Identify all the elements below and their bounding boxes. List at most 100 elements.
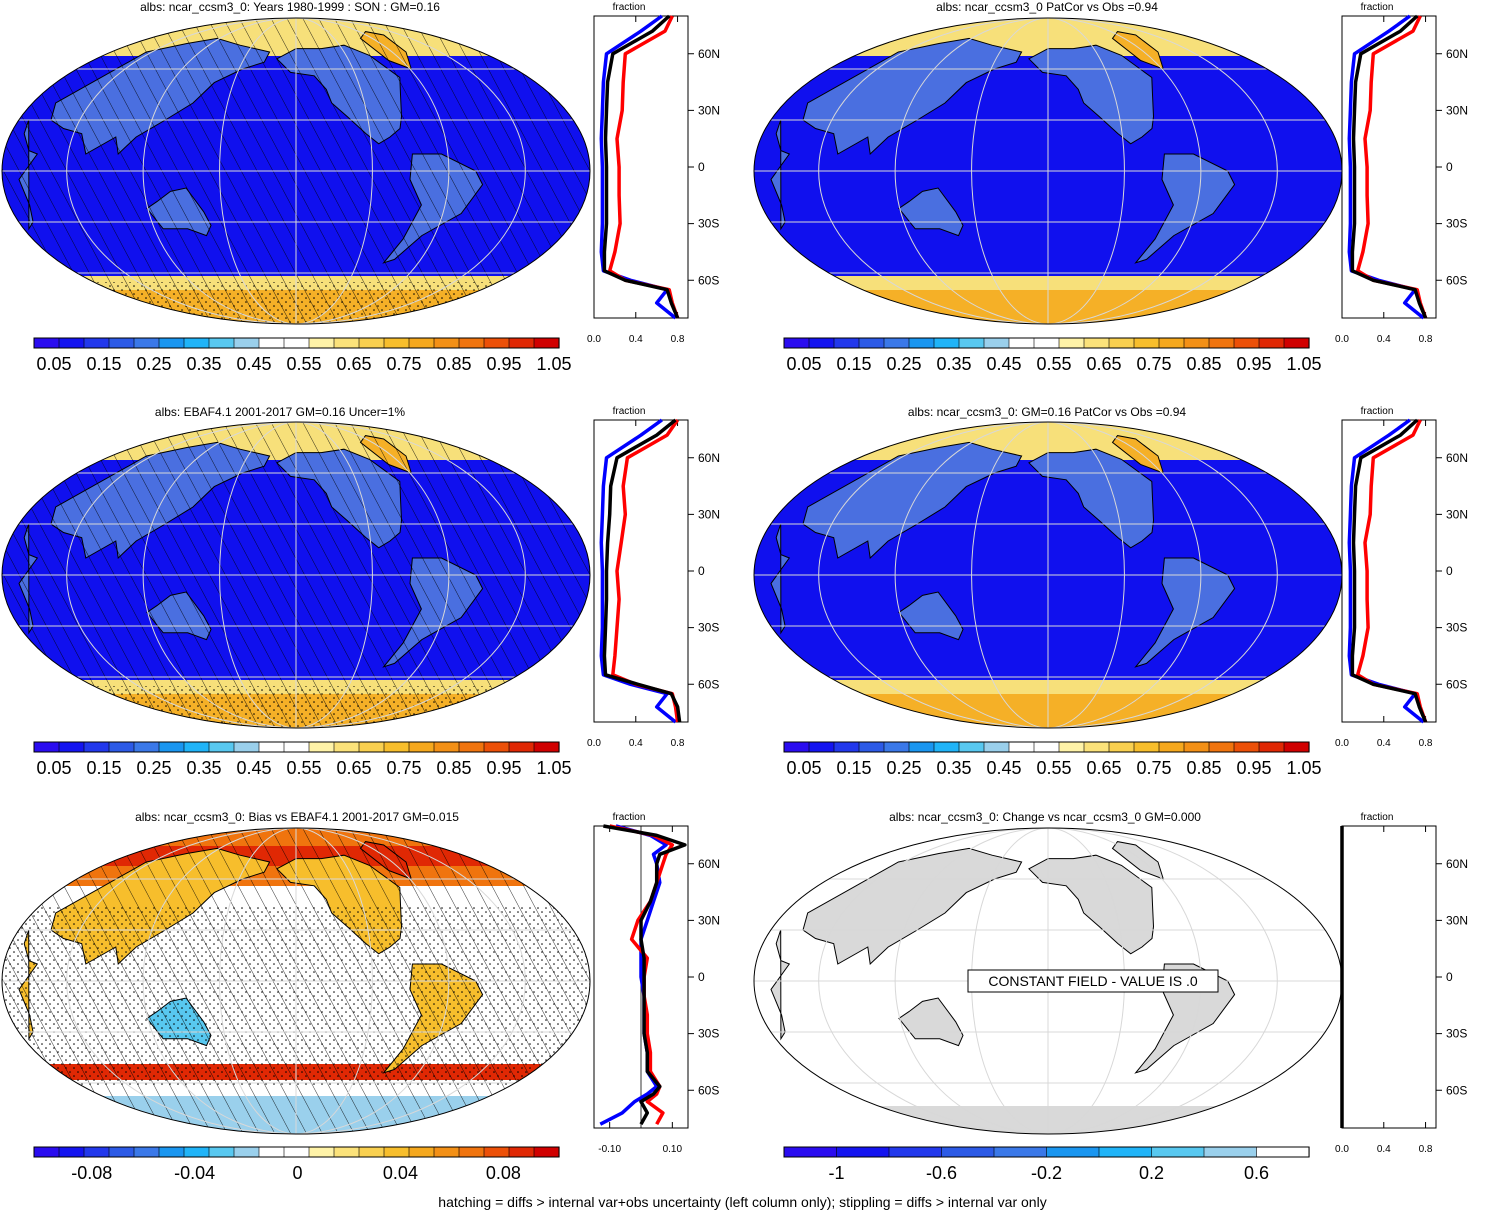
colorbar-swatch xyxy=(483,337,510,349)
meridian xyxy=(66,422,526,728)
footer-note: hatching = diffs > internal var+obs unce… xyxy=(438,1194,1047,1210)
graticule xyxy=(2,828,590,1134)
colorbar-frame xyxy=(33,337,560,349)
colorbar-tick-label: 0.95 xyxy=(1236,758,1271,778)
panel-title: albs: ncar_ccsm3_0: GM=0.16 PatCor vs Ob… xyxy=(907,405,1187,419)
colorbar-tick-label: 0.15 xyxy=(86,758,121,778)
map-border xyxy=(1,17,591,325)
colorbar-tick-label: 0.65 xyxy=(336,758,371,778)
colorbar-swatch xyxy=(458,741,485,753)
ytick-label: 60N xyxy=(698,857,720,871)
colorbar-swatch xyxy=(1008,337,1035,349)
profile-line xyxy=(602,418,682,723)
colorbar-tick-label: 0.25 xyxy=(136,354,171,374)
colorbar-tick-label: 0.55 xyxy=(286,354,321,374)
colorbar-tick-label: 0 xyxy=(293,1163,303,1183)
colorbar-swatch xyxy=(1058,337,1085,349)
xtick-label: 0.4 xyxy=(1377,334,1391,345)
colorbar-swatch xyxy=(383,741,410,753)
panel-title: albs: ncar_ccsm3_0 PatCor vs Obs =0.94 xyxy=(936,0,1158,14)
colorbar-swatch xyxy=(133,741,160,753)
zonal-profile: fraction 60N 30N 0 30S 60S 0.0 0.4 0.8 xyxy=(1335,406,1468,749)
colorbar-swatch xyxy=(808,337,835,349)
colorbar-tick-label: 0.45 xyxy=(986,758,1021,778)
colorbar-swatch xyxy=(1203,1146,1258,1158)
continent-australia xyxy=(898,997,964,1047)
meridian xyxy=(66,18,526,324)
continent-australia xyxy=(898,591,964,641)
panel-title: albs: ncar_ccsm3_0: Bias vs EBAF4.1 2001… xyxy=(135,810,459,824)
colorbar-swatch xyxy=(1233,741,1260,753)
colorbar-tick-label: 0.15 xyxy=(836,354,871,374)
colorbar-swatch xyxy=(333,337,360,349)
colorbar-swatch xyxy=(888,1146,943,1158)
ytick-label: 0 xyxy=(698,970,705,984)
colorbar-swatch xyxy=(808,741,835,753)
meridian xyxy=(818,18,1278,324)
colorbar-tick-label: 0.35 xyxy=(186,354,221,374)
ytick-label: 30S xyxy=(698,217,719,231)
colorbar-swatch xyxy=(1151,1146,1205,1158)
colorbar-swatch xyxy=(433,741,460,753)
colorbar-tick-label: 0.55 xyxy=(286,758,321,778)
continent-greenland xyxy=(1111,435,1165,474)
ytick-label: 60S xyxy=(698,273,719,287)
continent-africa xyxy=(770,523,791,635)
meridian xyxy=(219,422,373,728)
colorbar-swatch xyxy=(283,337,310,349)
colorbar-swatch xyxy=(883,337,910,349)
xtick-label: 0.0 xyxy=(1335,1144,1349,1155)
colorbar-tick-label: 0.75 xyxy=(1136,354,1171,374)
colorbar-tick-label: 0.35 xyxy=(936,354,971,374)
annotation-box xyxy=(967,969,1219,993)
ytick-label: 0 xyxy=(1446,970,1453,984)
zonal-profile: fraction 60N 30N 0 30S 60S -0.10 0.10 xyxy=(593,812,720,1155)
colorbar-swatch xyxy=(1208,741,1235,753)
colorbar-tick-label: -1 xyxy=(828,1163,844,1183)
colorbar-tick-label: 0.85 xyxy=(436,758,471,778)
colorbar-swatch xyxy=(83,337,110,349)
ytick-label: 60N xyxy=(1446,451,1468,465)
colorbar-swatch xyxy=(133,337,160,349)
colorbar-swatch xyxy=(836,1146,890,1158)
colorbar-swatch xyxy=(158,741,185,753)
graticule xyxy=(2,18,590,324)
profile-frame xyxy=(1341,825,1437,1129)
profile-title: fraction xyxy=(613,406,646,417)
colorbar-swatch xyxy=(1098,1146,1153,1158)
colorbar-swatch xyxy=(358,337,385,349)
colorbar-tick-label: -0.04 xyxy=(174,1163,215,1183)
colorbar-swatch xyxy=(108,1146,135,1158)
profile-line xyxy=(1350,14,1428,319)
meridian xyxy=(971,18,1125,324)
colorbar-swatch xyxy=(308,741,335,753)
zonal-profile: fraction 60N 30N 0 30S 60S 0.0 0.4 0.8 xyxy=(587,2,720,345)
colorbar-swatch xyxy=(1158,337,1185,349)
colorbar-swatch xyxy=(283,741,310,753)
colorbar-swatch xyxy=(283,1146,310,1158)
colorbar-swatch xyxy=(783,337,810,349)
colorbar-swatch xyxy=(208,741,235,753)
colorbar-tick-label: -0.2 xyxy=(1031,1163,1062,1183)
map xyxy=(1,827,591,1135)
colorbar-swatch xyxy=(833,741,860,753)
colorbar-swatch xyxy=(258,1146,285,1158)
ytick-label: 60N xyxy=(698,451,720,465)
colorbar-swatch xyxy=(408,337,435,349)
meridian xyxy=(142,18,450,324)
ytick-label: 60N xyxy=(698,47,720,61)
ytick-label: 60N xyxy=(1446,47,1468,61)
colorbar-swatch xyxy=(83,741,110,753)
ytick-label: 30N xyxy=(1446,103,1468,117)
xtick-label: 0.8 xyxy=(1419,334,1433,345)
colorbar-tick-label: 0.2 xyxy=(1139,1163,1164,1183)
colorbar-swatch xyxy=(833,337,860,349)
colorbar-tick-label: 0.05 xyxy=(786,354,821,374)
colorbar-swatch xyxy=(1083,741,1110,753)
ytick-label: 30S xyxy=(1446,217,1467,231)
ytick-label: 60S xyxy=(1446,273,1467,287)
colorbar-tick-label: 0.85 xyxy=(1186,758,1221,778)
zonal-profile: fraction 60N 30N 0 30S 60S 0.0 0.4 0.8 xyxy=(1335,2,1468,345)
colorbar-swatch xyxy=(108,741,135,753)
colorbar-swatch xyxy=(883,741,910,753)
